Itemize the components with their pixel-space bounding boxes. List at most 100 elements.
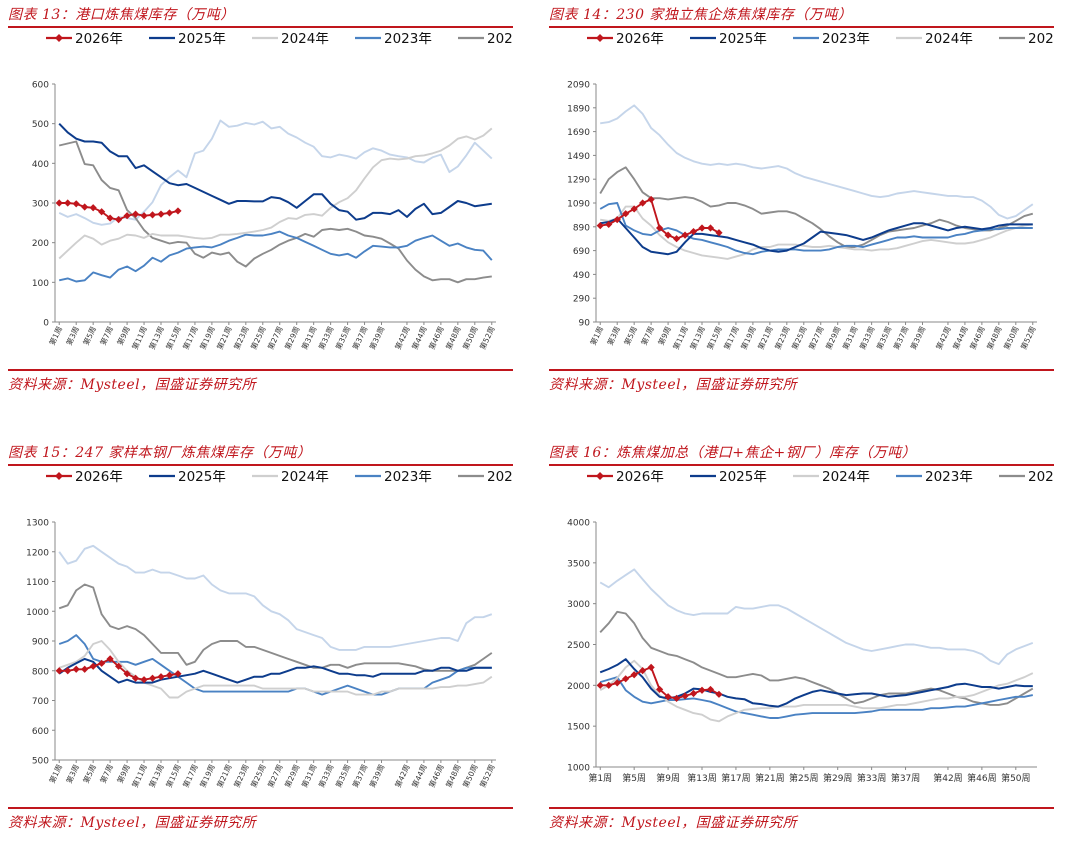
data-point <box>81 203 89 211</box>
legend-item-2022: 2022年 <box>999 470 1054 485</box>
data-point <box>157 210 165 218</box>
data-point <box>157 673 165 681</box>
x-tick-label: 第21周 <box>755 325 774 351</box>
x-tick-label: 第13周 <box>146 325 165 351</box>
line-chart-port-coking-coal-inventory: 2026年2025年2024年2023年2022年2021年0100200300… <box>32 32 513 351</box>
source-divider <box>8 369 513 371</box>
legend-item-2025: 2025年 <box>149 32 226 47</box>
data-point <box>106 655 114 663</box>
y-tick-label: 1200 <box>26 548 49 558</box>
series-2026 <box>55 199 182 224</box>
x-tick-label: 第19周 <box>197 763 216 789</box>
data-point <box>81 665 89 673</box>
x-tick-label: 第46周 <box>967 772 996 784</box>
x-tick-label: 第1周 <box>588 325 605 347</box>
legend-item-2022: 2022年 <box>458 32 513 47</box>
x-tick-label: 第35周 <box>333 763 352 789</box>
legend-item-2023: 2023年 <box>355 32 432 47</box>
y-tick-label: 3000 <box>567 600 590 610</box>
legend: 2026年2025年2023年2024年2022年2021年 <box>587 32 1054 47</box>
x-tick-label: 第9周 <box>655 325 672 347</box>
data-point <box>115 216 123 224</box>
legend-label: 2022年 <box>487 470 513 485</box>
legend-item-2025: 2025年 <box>690 32 767 47</box>
x-tick-label: 第44周 <box>950 325 969 351</box>
series-2021 <box>600 104 1034 220</box>
x-tick-label: 第11周 <box>129 325 148 351</box>
x-tick-label: 第23周 <box>772 325 791 351</box>
x-tick-label: 第33周 <box>316 325 335 351</box>
legend-item-2026: 2026年 <box>587 32 664 47</box>
y-tick-label: 90 <box>579 319 591 329</box>
x-tick-label: 第37周 <box>891 325 910 351</box>
data-point <box>656 224 664 232</box>
x-tick-label: 第9周 <box>114 763 131 785</box>
legend-label: 2022年 <box>1028 470 1054 485</box>
x-tick-label: 第48周 <box>443 763 462 789</box>
series-2023 <box>58 230 493 283</box>
y-tick-label: 1300 <box>26 519 49 529</box>
x-tick-label: 第19周 <box>197 325 216 351</box>
series-line <box>600 205 1033 260</box>
x-tick-label: 第21周 <box>214 325 233 351</box>
series-line <box>599 568 1034 666</box>
x-tick-label: 第23周 <box>231 763 250 789</box>
y-tick-label: 4000 <box>567 519 590 529</box>
x-tick-label: 第21周 <box>755 772 784 784</box>
x-tick-label: 第25周 <box>248 325 267 351</box>
source-note: 资料来源：Mysteel，国盛证券研究所 <box>8 377 257 393</box>
legend-label: 2022年 <box>487 32 513 47</box>
legend-item-2026: 2026年 <box>46 32 123 47</box>
title-divider <box>549 464 1054 466</box>
x-tick-label: 第42周 <box>933 325 952 351</box>
y-tick-label: 290 <box>573 295 590 305</box>
series-2025 <box>600 217 1033 256</box>
x-tick-label: 第52周 <box>477 325 496 351</box>
data-point <box>55 199 63 207</box>
x-tick-label: 第29周 <box>823 325 842 351</box>
data-point <box>664 693 672 701</box>
legend: 2026年2025年2024年2023年2022年2021年 <box>587 470 1054 485</box>
data-point <box>64 199 72 207</box>
data-point <box>622 675 630 683</box>
source-note: 资料来源：Mysteel，国盛证券研究所 <box>549 377 798 393</box>
x-tick-label: 第27周 <box>265 325 284 351</box>
data-point <box>140 212 148 220</box>
legend-label: 2025年 <box>719 32 767 47</box>
legend-label: 2025年 <box>719 470 767 485</box>
x-tick-label: 第19周 <box>738 325 757 351</box>
series-2024 <box>600 205 1033 260</box>
y-tick-label: 300 <box>32 200 49 210</box>
x-tick-label: 第7周 <box>639 325 656 347</box>
y-tick-label: 1000 <box>26 608 49 618</box>
legend-label: 2022年 <box>1028 32 1054 47</box>
x-tick-label: 第39周 <box>367 325 386 351</box>
data-point <box>706 224 715 232</box>
x-tick-label: 第3周 <box>605 325 622 347</box>
x-tick-label: 第46周 <box>967 325 986 351</box>
data-point <box>681 231 689 239</box>
series-2023 <box>58 634 492 696</box>
x-tick-label: 第50周 <box>460 763 479 789</box>
line-chart-coking-plant-coal-inventory: 2026年2025年2023年2024年2022年2021年9029049069… <box>567 32 1054 351</box>
x-tick-label: 第11周 <box>670 325 689 351</box>
x-tick-label: 第25周 <box>789 325 808 351</box>
data-point <box>630 205 638 213</box>
legend-item-2023: 2023年 <box>355 470 432 485</box>
legend-item-2026: 2026年 <box>587 470 664 485</box>
series-2021 <box>58 544 493 651</box>
data-point <box>140 676 148 684</box>
title-divider <box>549 26 1054 28</box>
y-tick-label: 890 <box>573 223 590 233</box>
source-note: 资料来源：Mysteel，国盛证券研究所 <box>549 815 798 831</box>
y-tick-label: 400 <box>32 160 49 170</box>
y-tick-label: 500 <box>32 120 49 130</box>
legend-item-2022: 2022年 <box>458 470 513 485</box>
series-line <box>58 230 493 283</box>
legend: 2026年2025年2024年2023年2022年2021年 <box>46 470 513 485</box>
x-tick-label: 第7周 <box>98 763 115 785</box>
x-tick-label: 第33周 <box>857 325 876 351</box>
data-point <box>72 665 80 673</box>
x-tick-label: 第39周 <box>367 763 386 789</box>
y-tick-label: 800 <box>32 667 49 677</box>
